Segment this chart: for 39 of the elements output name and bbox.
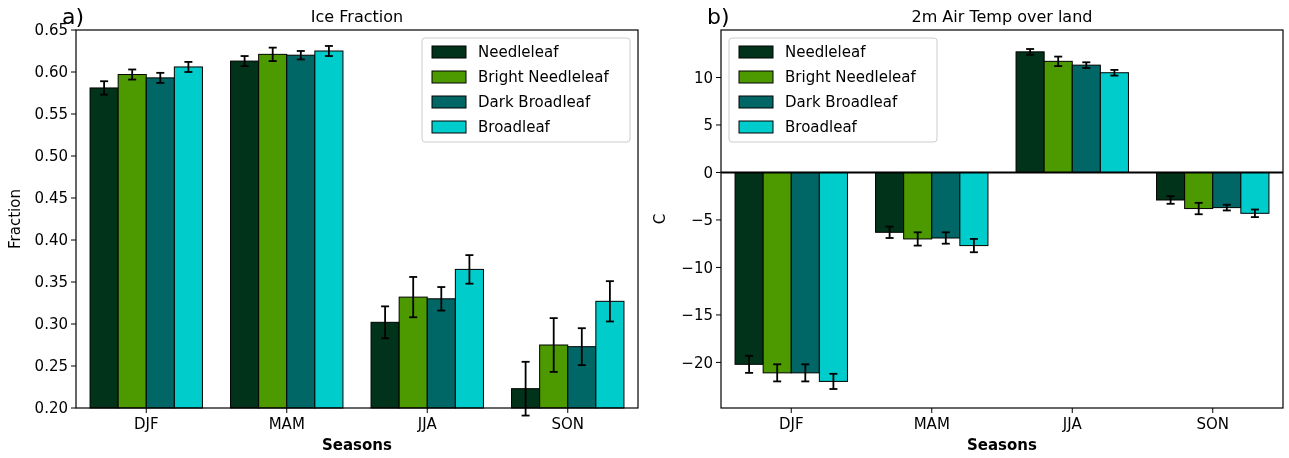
legend-label: Broadleaf (785, 118, 858, 137)
x-tick-label: JJA (1061, 415, 1083, 433)
x-axis-title: Seasons (967, 436, 1038, 454)
y-tick-label: −10 (681, 258, 713, 277)
y-tick-label: −5 (690, 211, 713, 230)
y-tick-label: 10 (693, 68, 713, 87)
y-tick-label: 0.60 (34, 63, 68, 82)
legend-label: Needleleaf (478, 43, 560, 62)
x-tick-label: DJF (778, 415, 804, 433)
y-tick-label: 0.40 (34, 231, 68, 250)
y-axis-title: Fraction (6, 189, 24, 249)
x-tick-label: MAM (913, 415, 950, 433)
y-tick-label: 0.20 (34, 399, 68, 418)
text: b) (707, 4, 730, 29)
legend-label: Bright Needleleaf (785, 68, 917, 87)
legend-label: Dark Broadleaf (785, 93, 898, 112)
chart-title: 2m Air Temp over land (911, 7, 1093, 26)
y-tick-label: −20 (681, 353, 713, 372)
y-tick-label: 0.25 (34, 357, 68, 376)
legend-label: Bright Needleleaf (478, 68, 610, 87)
chart-title: Ice Fraction (310, 7, 404, 26)
legend-label: Broadleaf (478, 118, 551, 137)
y-tick-label: −15 (681, 306, 713, 325)
x-tick-label: SON (551, 415, 585, 433)
x-axis-title: Seasons (322, 436, 393, 454)
y-tick-label: 0.45 (34, 189, 68, 208)
y-tick-label: 0.35 (34, 273, 68, 292)
y-tick-label: 0.50 (34, 147, 68, 166)
x-tick-label: MAM (268, 415, 305, 433)
y-tick-label: 0.30 (34, 315, 68, 334)
legend-label: Dark Broadleaf (478, 93, 591, 112)
y-tick-label: 5 (703, 116, 713, 135)
y-tick-label: 0.55 (34, 105, 68, 124)
y-tick-label: 0 (703, 163, 713, 182)
x-tick-label: DJF (133, 415, 159, 433)
y-axis-title: C (651, 213, 669, 225)
legend-label: Needleleaf (785, 43, 867, 62)
x-tick-label: SON (1196, 415, 1230, 433)
x-tick-label: JJA (416, 415, 438, 433)
